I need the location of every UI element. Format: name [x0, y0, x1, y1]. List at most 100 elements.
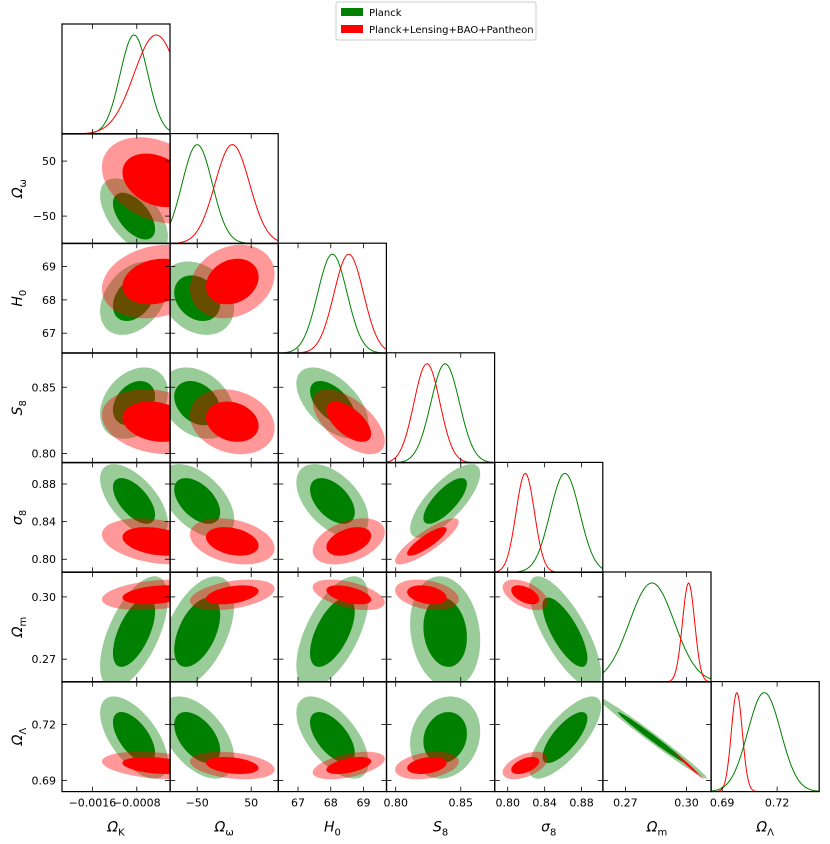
contour-planck-68-h0-omega_l: [310, 712, 355, 763]
y-tick-label-sigma8: 0.88: [32, 478, 57, 491]
panel-frame: [169, 133, 279, 245]
contour-planck-68-sigma8-omega_l: [542, 712, 588, 763]
marginal-planck-h0: [278, 253, 387, 354]
y-tick-label-omega_m: 0.27: [32, 653, 57, 666]
y-tick-label-h0: 69: [42, 261, 56, 274]
marginal-planck-s8: [386, 363, 495, 463]
panel-h0-omega_l: [277, 680, 387, 793]
panel-frame: [710, 680, 820, 793]
x-tick-label-h0: 69: [356, 797, 370, 810]
y-axis-label-omega_m: Ωm: [10, 617, 29, 638]
contour-combined-68-h0-omega_m: [326, 585, 372, 605]
y-tick-label-h0: 68: [42, 294, 56, 307]
marginal-combined-omega_l: [711, 692, 820, 792]
contour-planck-68-omega_m-omega_l: [617, 712, 686, 763]
y-tick-label-omega_m: 0.30: [32, 591, 57, 604]
contour-combined-68-sigma8-omega_l: [511, 757, 540, 774]
x-tick-label-omega_w: −50: [186, 797, 209, 810]
contour-combined-68-omega_k-omega_m: [122, 585, 170, 605]
y-tick-label-omega_w: 50: [42, 155, 56, 168]
contour-planck-68-h0-omega_m: [310, 597, 355, 667]
x-tick-label-omega_m: 0.30: [674, 797, 699, 810]
contour-planck-68-omega_k-omega_m: [113, 597, 155, 667]
contour-planck-68-s8-sigma8: [423, 478, 467, 524]
contour-combined-68-h0-sigma8: [326, 527, 372, 556]
panel-omega_k-omega_w: [61, 133, 171, 245]
panel-h0-sigma8: [277, 461, 387, 573]
legend-box: [335, 1, 537, 41]
x-axis-label-s8: S8: [433, 820, 448, 839]
marginal-planck-omega_m: [603, 582, 711, 680]
y-tick-label-omega_w: −50: [33, 210, 56, 223]
marginal-planck-omega_k: [62, 34, 170, 134]
contour-planck-68-sigma8-omega_m: [542, 597, 588, 667]
panel-omega_m-omega_m: [602, 571, 712, 683]
panel-omega_k-h0: [61, 242, 171, 354]
x-axis-label-omega_l: ΩΛ: [755, 820, 774, 839]
y-tick-label-h0: 67: [42, 327, 56, 340]
marginal-combined-s8: [386, 363, 495, 463]
panel-omega_w-omega_m: [169, 571, 279, 683]
y-tick-label-sigma8: 0.80: [32, 553, 57, 566]
contour-planck-68-h0-sigma8: [310, 478, 355, 524]
x-tick-label-sigma8: 0.88: [569, 797, 594, 810]
contour-combined-68-omega_k-omega_w: [122, 153, 170, 208]
panel-omega_w-s8: [169, 352, 279, 464]
marginal-combined-omega_k: [62, 34, 170, 134]
panel-omega_l-omega_l: [710, 680, 820, 793]
x-tick-label-h0: 68: [324, 797, 338, 810]
contour-combined-68-sigma8-omega_m: [511, 585, 540, 605]
contour-combined-68-omega_k-s8: [122, 401, 170, 442]
panel-s8-omega_m: [386, 571, 496, 683]
y-tick-label-omega_l: 0.72: [32, 718, 57, 731]
contour-planck-68-omega_w-sigma8: [174, 478, 221, 524]
x-tick-label-h0: 67: [291, 797, 305, 810]
panel-omega_w-omega_l: [169, 680, 279, 793]
contour-combined-68-h0-s8: [326, 401, 372, 442]
panel-sigma8-omega_m: [494, 571, 604, 683]
y-axis-label-omega_w: Ωω: [10, 179, 29, 199]
marginal-combined-sigma8: [494, 472, 603, 573]
legend-swatch-planck: [341, 8, 363, 16]
contour-combined-68-s8-omega_l: [407, 757, 447, 774]
x-tick-label-sigma8: 0.80: [495, 797, 520, 810]
marginal-planck-omega_w: [170, 144, 279, 244]
y-axis-label-h0: H0: [10, 290, 29, 307]
panel-omega_m-omega_l: [602, 680, 712, 793]
contour-combined-68-omega_w-s8: [206, 401, 259, 442]
panels-layer: [61, 23, 820, 793]
panel-sigma8-sigma8: [494, 461, 604, 573]
legend-label-combined: Planck+Lensing+BAO+Pantheon: [369, 25, 534, 36]
panel-sigma8-omega_l: [494, 680, 604, 793]
x-tick-label-omega_k: −0.0008: [113, 797, 161, 810]
panel-h0-h0: [277, 242, 387, 354]
contour-combined-68-omega_w-h0: [206, 258, 259, 305]
marginal-combined-omega_m: [603, 582, 711, 682]
x-axis-label-omega_w: Ωω: [214, 820, 234, 839]
y-tick-label-omega_l: 0.69: [32, 774, 57, 787]
x-tick-label-s8: 0.80: [383, 797, 408, 810]
y-tick-label-s8: 0.85: [32, 381, 57, 394]
legend-label-planck: Planck: [369, 8, 402, 19]
panel-omega_k-omega_l: [61, 680, 171, 793]
contour-planck-68-omega_k-omega_l: [113, 712, 155, 763]
legend-swatch-combined: [341, 25, 363, 33]
x-axis-label-sigma8: σ8: [541, 820, 556, 839]
panel-omega_w-h0: [169, 242, 279, 354]
contour-combined-68-omega_k-sigma8: [122, 527, 170, 556]
contour-combined-68-s8-omega_m: [407, 585, 447, 605]
y-axis-label-omega_l: ΩΛ: [10, 728, 29, 747]
panel-omega_k-sigma8: [61, 461, 171, 573]
contour-planck-68-s8-omega_l: [423, 712, 467, 763]
x-tick-label-omega_w: 50: [244, 797, 258, 810]
marginal-combined-omega_w: [170, 144, 279, 244]
contour-combined-68-omega_w-omega_m: [206, 585, 259, 605]
panel-omega_k-s8: [61, 352, 171, 464]
contour-combined-68-s8-sigma8: [407, 527, 447, 556]
panel-frame: [61, 23, 171, 135]
contour-planck-68-s8-omega_m: [423, 597, 467, 667]
x-tick-label-omega_k: −0.0016: [69, 797, 117, 810]
x-tick-label-omega_l: 0.72: [765, 797, 790, 810]
panel-s8-s8: [386, 352, 496, 464]
